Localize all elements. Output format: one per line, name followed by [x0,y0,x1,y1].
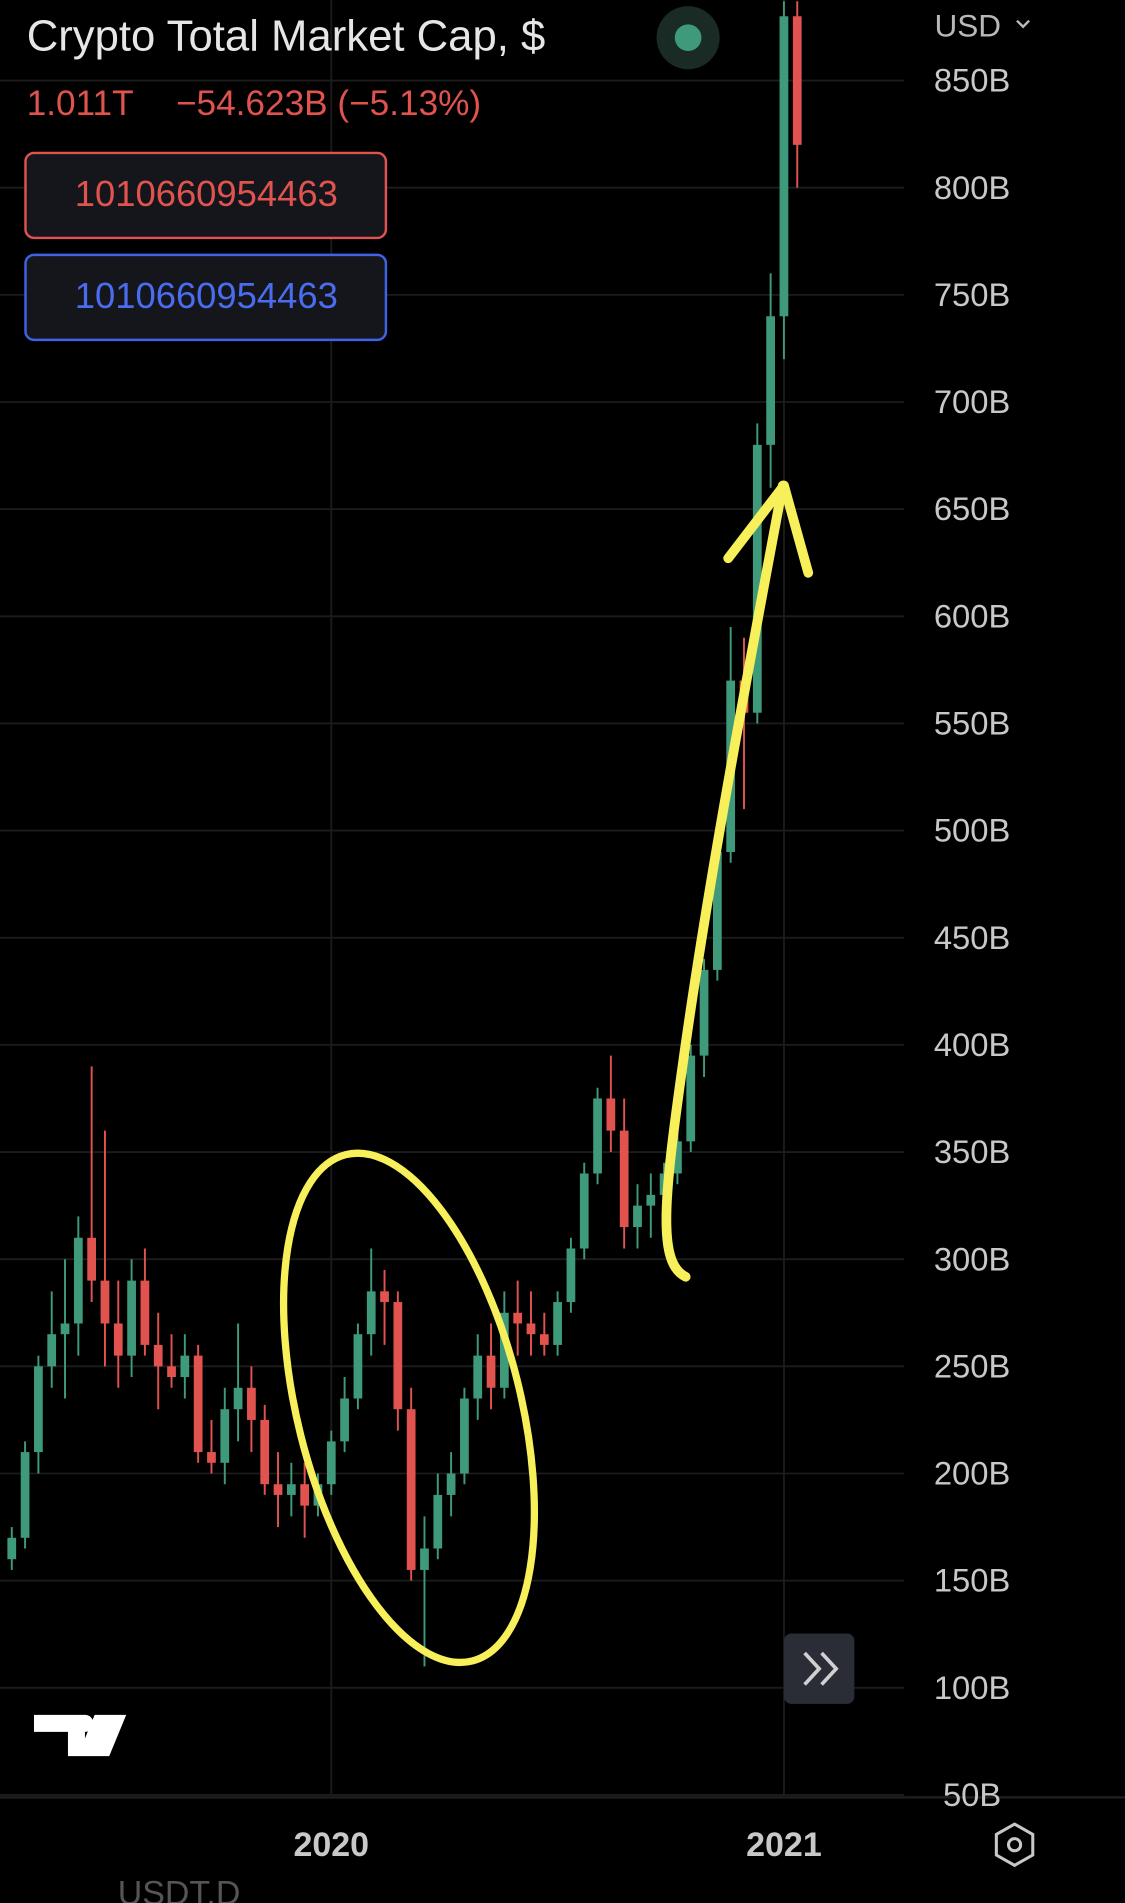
candle-body [513,1312,523,1324]
candle-body [473,1355,483,1399]
candle-body [646,1194,656,1206]
y-tick-label: 400B [934,1026,1011,1063]
chart-title: Crypto Total Market Cap, $ [27,11,546,60]
candle-body [712,852,722,970]
candle-body [619,1130,629,1228]
order-line[interactable]: 1010660954463 [75,173,338,214]
settings-icon[interactable] [994,1822,1035,1868]
candle-body [460,1398,469,1474]
candle-body [633,1205,642,1228]
candle-body [233,1387,243,1410]
candle-body [486,1355,496,1388]
status-dot [674,24,702,52]
candle-body [260,1419,270,1485]
candle-body [499,1312,509,1388]
candle-body [766,316,775,445]
y-tick-label: 250B [934,1347,1011,1384]
candle-body [7,1537,17,1560]
candle-body [792,16,802,145]
order-box[interactable] [24,253,388,342]
candle-body [686,1055,696,1142]
candle-body [100,1280,110,1324]
candle-body [326,1441,336,1485]
logo [33,1714,127,1757]
candle-body [20,1452,30,1538]
candle-body [579,1173,589,1249]
y-tick-label: 500B [934,812,1011,849]
scroll-icon[interactable] [803,1651,839,1686]
y-tick-label: 100B [934,1669,1011,1706]
candle-body [113,1323,123,1356]
currency[interactable]: USD [934,7,1001,43]
x-tick-label: 2021 [746,1826,822,1864]
candle-body [366,1291,376,1335]
candle-body [73,1237,83,1324]
candle-body [446,1473,456,1495]
logo-dot [76,1714,94,1732]
candle-body [606,1098,616,1131]
annotation-arrow [661,480,788,1282]
candle-body [433,1494,443,1549]
y-tick-label: 750B [934,276,1011,313]
candle-body [34,1366,43,1453]
candle-body [406,1409,416,1570]
y-tick-label: 550B [934,705,1011,742]
candle-body [153,1344,163,1367]
y-tick-label: 300B [934,1240,1011,1277]
price-change: −54.623B (−5.13%) [176,84,481,123]
candles [7,1,802,1667]
annotation-ellipse [279,1149,539,1667]
currency-chevron[interactable] [1016,19,1030,29]
candle-body [180,1355,190,1378]
candle-body [593,1098,602,1174]
candle-body [526,1323,536,1335]
candle-body [47,1334,57,1367]
candle-body [353,1334,363,1399]
candle-body [340,1398,349,1442]
candle-body [193,1355,203,1453]
candle-body [167,1366,176,1378]
candle-body [752,444,762,713]
y-tick-label: 350B [934,1133,1011,1170]
candle-body [566,1248,576,1303]
last-price: 1.011T [27,84,134,123]
candle-body [273,1484,283,1495]
candle-body [207,1452,216,1463]
candle-body [393,1302,403,1410]
bottom-tab[interactable]: USDT.D [118,1875,241,1903]
candle-body [247,1387,256,1420]
candle-body [553,1302,562,1345]
candle-body [699,969,709,1056]
candle-body [380,1291,389,1303]
y-tick-label: 800B [934,169,1011,206]
candle-body [87,1237,97,1281]
y-tick-label: 700B [934,383,1011,420]
candle-body [286,1484,296,1495]
settings-icon-center[interactable] [1006,1837,1023,1853]
y-tick-label: 150B [934,1562,1011,1599]
candle-body [779,16,789,317]
y-tick-label: 200B [934,1455,1011,1492]
candle-body [127,1280,136,1356]
y-tick-label: 650B [934,490,1011,527]
candle-body [140,1280,150,1345]
order-box[interactable] [24,151,388,240]
candle-body [60,1323,70,1335]
candle-body [673,1141,682,1174]
candle-body [300,1484,310,1506]
candle-body [539,1334,549,1345]
x-tick-label: 2020 [293,1826,369,1864]
y-tick-label: 850B [934,62,1011,99]
annotation-arrowhead [723,480,814,578]
y-tick-label: 50B [943,1776,1001,1813]
candle-body [220,1409,230,1463]
y-tick-label: 600B [934,597,1011,634]
order-line[interactable]: 1010660954463 [75,275,338,316]
candle-body [420,1548,429,1570]
y-tick-label: 450B [934,919,1011,956]
